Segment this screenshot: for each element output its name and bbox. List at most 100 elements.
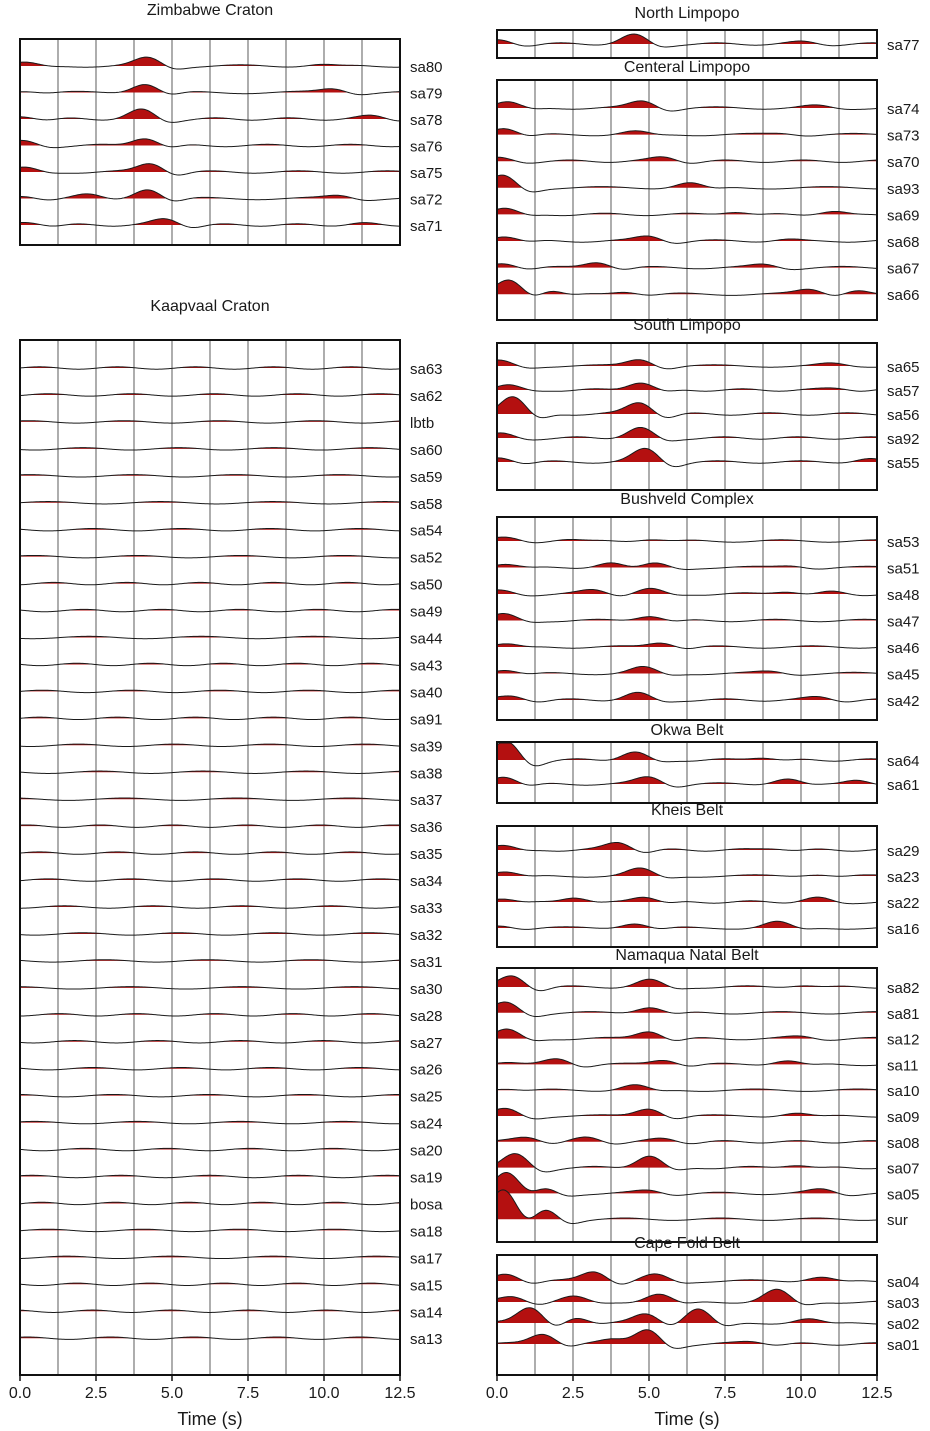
trace-fill-sa71	[20, 218, 400, 225]
trace-line-sa80	[19, 56, 401, 70]
x-tick-label: 7.5	[237, 1385, 259, 1402]
station-label: sa39	[410, 738, 443, 755]
station-label: sa05	[887, 1186, 920, 1203]
station-label: sa64	[887, 753, 920, 770]
trace-fill-sa02	[497, 1307, 877, 1323]
station-label: sa32	[410, 927, 443, 944]
station-label: sa93	[887, 181, 920, 198]
trace-line-sa42	[496, 691, 878, 703]
trace-line-sa32	[19, 932, 401, 936]
x-tick-label: 10.0	[785, 1385, 816, 1402]
trace-line-sa16	[497, 920, 878, 930]
trace-line-sa46	[496, 642, 878, 650]
x-tick-label: 2.5	[562, 1385, 584, 1402]
trace-line-lbtb	[19, 420, 401, 424]
station-label: sa28	[410, 1008, 443, 1025]
trace-line-sa72	[20, 189, 401, 202]
station-label: sa59	[410, 469, 443, 486]
trace-line-sa12	[496, 1028, 878, 1042]
panel-frame	[496, 825, 878, 948]
trace-line-sa52	[19, 554, 401, 559]
trace-line-sa70	[497, 156, 878, 164]
panel: Zimbabwe Craton sa80 sa79 sa78 sa76 sa75 sa72 s…	[19, 2, 443, 246]
x-tick-label: 12.5	[861, 1385, 892, 1402]
station-label: sa35	[410, 846, 443, 863]
trace-line-sa17	[19, 1255, 401, 1260]
station-label: sa53	[887, 534, 920, 551]
panel-frame	[496, 741, 878, 804]
trace-line-sa62	[19, 393, 401, 397]
x-axis: 0.0 2.5 5.0 7.5 10.0 12.5 Time (s)	[486, 1375, 893, 1429]
station-label: sa55	[887, 455, 920, 472]
trace-line-sa05	[496, 1171, 878, 1197]
station-label: sa16	[887, 921, 920, 938]
trace-fill-sa78	[20, 108, 400, 119]
station-label: sa73	[887, 128, 920, 145]
trace-fill-sa05	[497, 1172, 877, 1194]
trace-fill-sa17	[20, 1256, 400, 1258]
station-label: lbtb	[410, 415, 434, 432]
trace-line-sa39	[19, 743, 401, 747]
trace-line-sa45	[496, 665, 878, 676]
station-label: sa08	[887, 1135, 920, 1152]
trace-line-sa40	[19, 689, 401, 694]
station-label: sa60	[410, 442, 443, 459]
x-axis: 0.0 2.5 5.0 7.5 10.0 12.5 Time (s)	[9, 1375, 416, 1429]
trace-line-sa24	[19, 1120, 401, 1125]
panel-title: Kheis Belt	[651, 802, 724, 819]
trace-line-sa93	[496, 174, 878, 193]
station-label: sa77	[887, 37, 920, 54]
station-label: sa72	[410, 192, 443, 209]
station-label: sa26	[410, 1062, 443, 1079]
station-label: sa23	[887, 869, 920, 886]
trace-line-sa74	[496, 100, 878, 112]
x-tick-label: 5.0	[638, 1385, 660, 1402]
station-label: sa31	[410, 954, 443, 971]
x-axis-label: Time (s)	[654, 1409, 719, 1429]
trace-fill-sa61	[497, 776, 877, 784]
station-label: sa42	[887, 693, 920, 710]
trace-fill-sa30	[20, 986, 400, 988]
trace-fill-sa16	[497, 921, 877, 928]
station-label: sa12	[887, 1032, 920, 1049]
station-label: sa56	[887, 407, 920, 424]
trace-line-sa43	[19, 662, 401, 667]
trace-line-sa02	[496, 1307, 878, 1327]
trace-line-sa38	[19, 770, 401, 774]
trace-line-sa71	[19, 218, 401, 229]
station-label: sa19	[410, 1170, 443, 1187]
station-label: sa17	[410, 1250, 443, 1267]
station-label: sa10	[887, 1083, 920, 1100]
station-label: sa68	[887, 234, 920, 251]
trace-line-sa56	[496, 396, 878, 419]
trace-line-sa68	[496, 235, 878, 244]
station-label: sur	[887, 1212, 908, 1229]
station-label: sa04	[887, 1274, 920, 1291]
panel: Okwa Belt sa64 sa61	[496, 722, 920, 804]
station-label: sa47	[887, 614, 920, 631]
trace-fill-sa93	[497, 175, 877, 188]
station-label: sa09	[887, 1109, 920, 1126]
trace-line-sa60	[19, 447, 401, 451]
station-label: sa36	[410, 819, 443, 836]
trace-fill-sa03	[497, 1289, 877, 1302]
station-label: sa37	[410, 792, 443, 809]
station-label: sa44	[410, 631, 443, 648]
trace-line-sa57	[496, 382, 878, 392]
station-label: sa14	[410, 1304, 443, 1321]
panel-title: Centeral Limpopo	[624, 59, 750, 76]
trace-line-sa07	[496, 1153, 878, 1173]
station-label: bosa	[410, 1196, 443, 1213]
trace-line-sa36	[19, 824, 401, 828]
trace-fill-sa57	[497, 383, 877, 390]
station-label: sa43	[410, 657, 443, 674]
panel: South Limpopo sa65 sa57 sa56 sa92 sa55	[496, 317, 920, 491]
station-label: sa40	[410, 684, 443, 701]
trace-line-sa10	[496, 1084, 878, 1092]
panel: Kheis Belt sa29 sa23 sa22 sa16	[496, 802, 920, 948]
x-tick-label: 2.5	[85, 1385, 107, 1402]
station-label: sa74	[887, 101, 920, 118]
panel: Bushveld Complex sa53 sa51 sa48 sa47 sa46 sa45…	[496, 491, 920, 721]
trace-fill-sa65	[497, 359, 877, 366]
trace-line-sa50	[19, 581, 401, 586]
